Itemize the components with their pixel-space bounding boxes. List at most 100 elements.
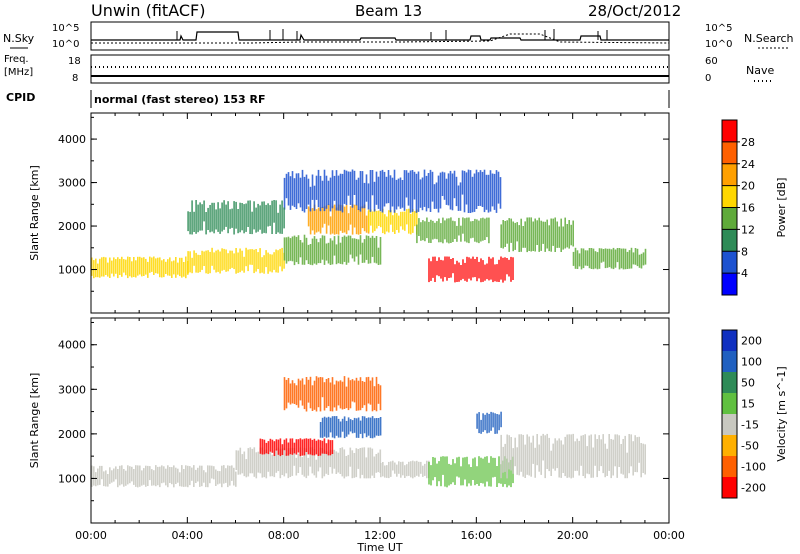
data-cell xyxy=(147,465,149,486)
data-cell xyxy=(279,248,281,267)
data-cell xyxy=(443,172,446,200)
data-cell xyxy=(347,377,350,411)
data-cell xyxy=(193,250,195,266)
data-cell xyxy=(365,377,368,412)
data-cell xyxy=(494,457,496,477)
data-cell xyxy=(483,169,486,213)
y-tick-label: 3000 xyxy=(58,177,86,190)
data-cell xyxy=(341,447,344,477)
data-cell xyxy=(540,435,542,475)
data-cell xyxy=(347,417,350,435)
colorbar-segment xyxy=(722,207,737,230)
data-cell xyxy=(520,434,522,472)
data-cell xyxy=(243,451,246,477)
data-cell xyxy=(560,218,562,252)
data-cell xyxy=(263,439,266,455)
data-cell xyxy=(361,206,364,229)
data-cell xyxy=(434,457,436,478)
data-cell xyxy=(357,380,360,411)
data-cell xyxy=(466,256,468,282)
data-cell xyxy=(317,439,320,456)
colorbar-tick-label: 20 xyxy=(741,180,755,193)
data-cell xyxy=(536,220,538,245)
data-cell xyxy=(444,456,446,487)
data-cell xyxy=(636,437,638,473)
data-cell xyxy=(408,461,410,476)
data-cell xyxy=(315,440,318,455)
data-cell xyxy=(450,464,452,485)
data-cell xyxy=(407,172,410,206)
data-cell xyxy=(464,262,466,281)
data-cell xyxy=(311,208,314,231)
data-cell xyxy=(209,205,211,233)
data-cell xyxy=(458,262,460,282)
data-cell xyxy=(432,256,434,278)
data-cell xyxy=(109,257,111,278)
data-cell xyxy=(213,466,215,480)
data-cell xyxy=(502,460,504,487)
data-cell xyxy=(95,258,97,278)
x-axis-label: Time UT xyxy=(356,541,402,554)
data-cell xyxy=(337,235,340,264)
data-cell xyxy=(640,253,643,269)
data-cell xyxy=(454,463,456,485)
data-cell xyxy=(293,442,296,454)
data-cell xyxy=(333,449,336,469)
data-cell xyxy=(265,449,268,479)
data-cell xyxy=(129,466,131,484)
data-cell xyxy=(339,421,342,438)
data-cell xyxy=(444,256,446,278)
data-cell xyxy=(245,247,247,267)
data-cell xyxy=(291,380,294,404)
colorbar-segment xyxy=(722,185,737,208)
cpid-label: CPID xyxy=(6,91,35,104)
noise-right-tick-bottom: 10^0 xyxy=(705,39,732,50)
data-cell xyxy=(261,439,264,455)
data-cell xyxy=(297,439,300,453)
data-cell xyxy=(357,239,360,265)
velocity-chart: 1000 2000 3000 4000 00:00 04:00 08:00 12:00 16:0… xyxy=(28,317,788,554)
data-cell xyxy=(307,206,310,227)
data-cell xyxy=(556,221,558,248)
data-cell xyxy=(476,413,478,429)
data-cell xyxy=(315,459,318,478)
data-cell xyxy=(466,217,468,243)
data-cell xyxy=(357,209,360,235)
data-cell xyxy=(309,186,312,212)
data-cell xyxy=(289,238,292,261)
data-cell xyxy=(307,244,310,264)
data-cell xyxy=(614,434,616,467)
data-cell xyxy=(442,260,444,282)
data-cell xyxy=(235,471,237,487)
data-cell xyxy=(400,211,402,227)
data-cell xyxy=(392,460,394,471)
data-cell xyxy=(323,169,326,212)
data-cell xyxy=(367,376,370,404)
data-cell xyxy=(91,257,93,276)
data-cell xyxy=(315,238,318,265)
data-cell xyxy=(480,218,482,242)
data-cell xyxy=(408,208,410,234)
data-cell xyxy=(452,220,454,242)
data-cell xyxy=(301,439,304,456)
data-cell xyxy=(568,220,570,249)
data-cell xyxy=(433,184,436,209)
freq-label-2: [MHz] xyxy=(4,67,33,78)
data-cell xyxy=(217,249,219,272)
data-cell xyxy=(422,465,424,477)
data-cell xyxy=(279,438,282,457)
data-cell xyxy=(448,218,450,244)
data-cell xyxy=(223,465,225,484)
noise-sky-label: N.Sky xyxy=(3,32,35,45)
data-cell xyxy=(485,174,488,210)
data-cell xyxy=(159,257,161,278)
data-cell xyxy=(368,209,370,232)
data-cell xyxy=(229,465,231,486)
colorbar-tick-label: 12 xyxy=(741,223,755,236)
data-cell xyxy=(634,435,636,472)
data-cell xyxy=(508,435,510,470)
data-cell xyxy=(273,441,276,456)
data-cell xyxy=(415,173,418,213)
data-cell xyxy=(299,447,302,468)
data-cell xyxy=(446,456,448,488)
